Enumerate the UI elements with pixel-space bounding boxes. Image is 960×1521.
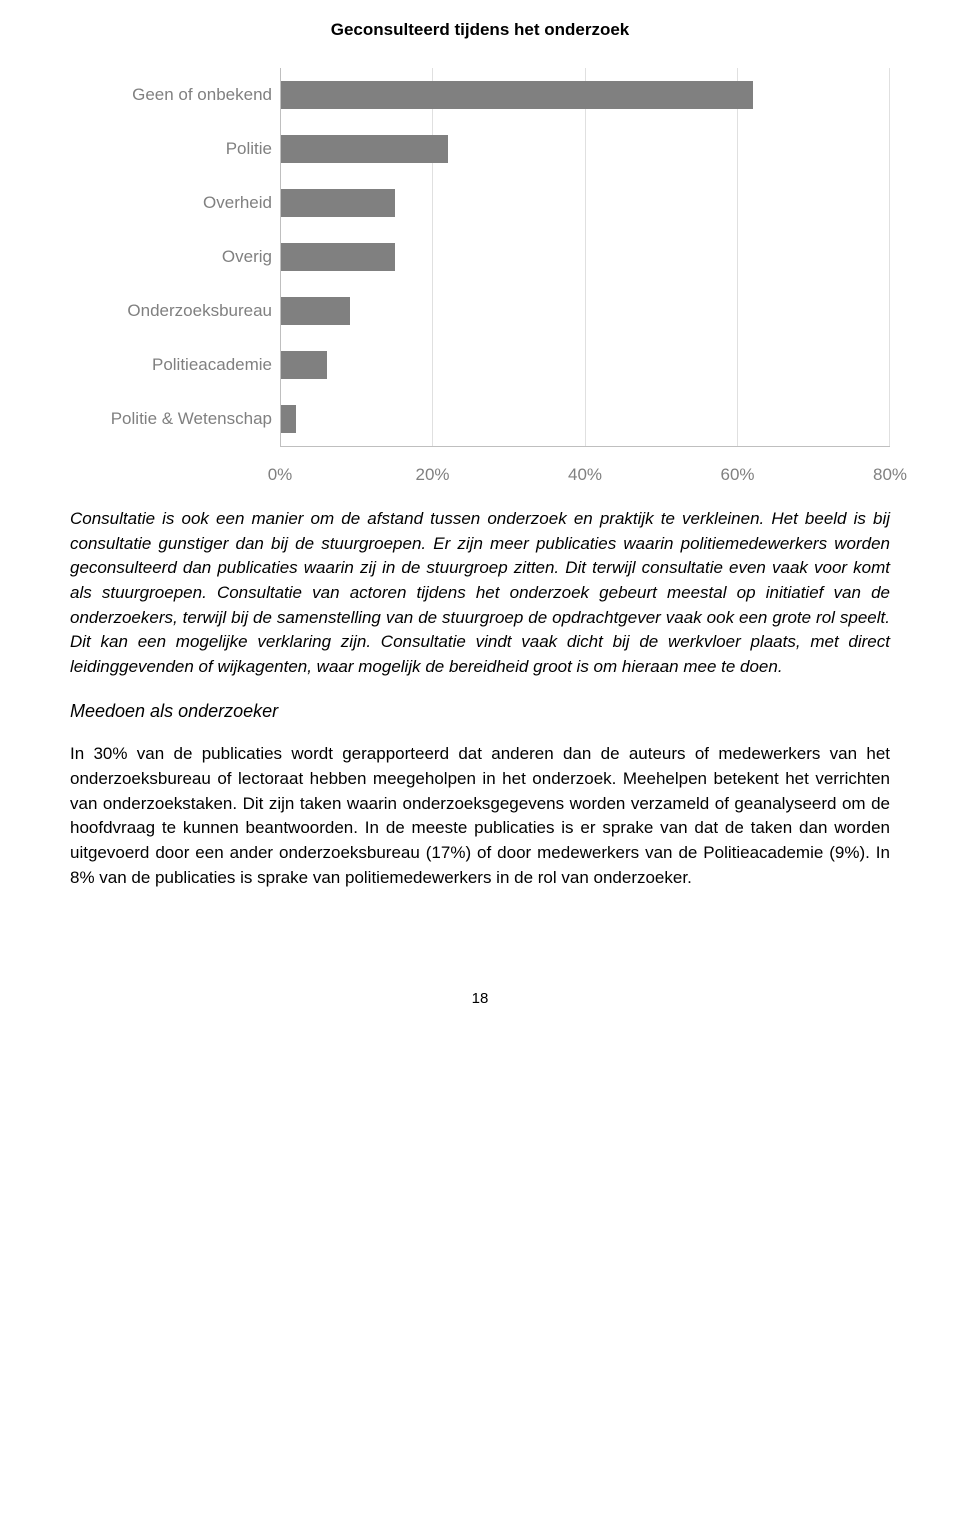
chart-container: Geen of onbekendPolitieOverheidOverigOnd… xyxy=(70,68,890,447)
chart-category-label: Geen of onbekend xyxy=(70,68,280,122)
chart-bar-row xyxy=(281,230,890,284)
chart-bar-row xyxy=(281,284,890,338)
chart-title: Geconsulteerd tijdens het onderzoek xyxy=(70,20,890,40)
chart-bar xyxy=(281,189,395,217)
chart-bar xyxy=(281,297,350,325)
chart-x-axis: 0%20%40%60%80% xyxy=(280,459,890,487)
chart-bar xyxy=(281,405,296,433)
chart-category-label: Onderzoeksbureau xyxy=(70,284,280,338)
chart-x-tick: 0% xyxy=(268,465,293,485)
paragraph-1: Consultatie is ook een manier om de afst… xyxy=(70,507,890,679)
chart-bars xyxy=(281,68,890,446)
page-number: 18 xyxy=(70,990,890,1007)
chart-bar-row xyxy=(281,68,890,122)
subheading-meedoen: Meedoen als onderzoeker xyxy=(70,701,890,722)
chart-y-labels: Geen of onbekendPolitieOverheidOverigOnd… xyxy=(70,68,280,447)
chart-bar-row xyxy=(281,392,890,446)
chart-bar xyxy=(281,351,327,379)
chart-category-label: Overig xyxy=(70,230,280,284)
chart-category-label: Overheid xyxy=(70,176,280,230)
chart-bar-row xyxy=(281,122,890,176)
chart-category-label: Politie & Wetenschap xyxy=(70,392,280,446)
chart-bar xyxy=(281,135,448,163)
chart-bar xyxy=(281,81,753,109)
chart-category-label: Politieacademie xyxy=(70,338,280,392)
chart-x-tick: 80% xyxy=(873,465,907,485)
chart-x-tick: 60% xyxy=(720,465,754,485)
chart-category-label: Politie xyxy=(70,122,280,176)
chart-plot-area xyxy=(280,68,890,447)
chart-bar-row xyxy=(281,176,890,230)
chart-x-tick: 20% xyxy=(415,465,449,485)
chart-bar-row xyxy=(281,338,890,392)
chart-bar xyxy=(281,243,395,271)
chart-x-tick: 40% xyxy=(568,465,602,485)
paragraph-2: In 30% van de publicaties wordt gerappor… xyxy=(70,742,890,890)
